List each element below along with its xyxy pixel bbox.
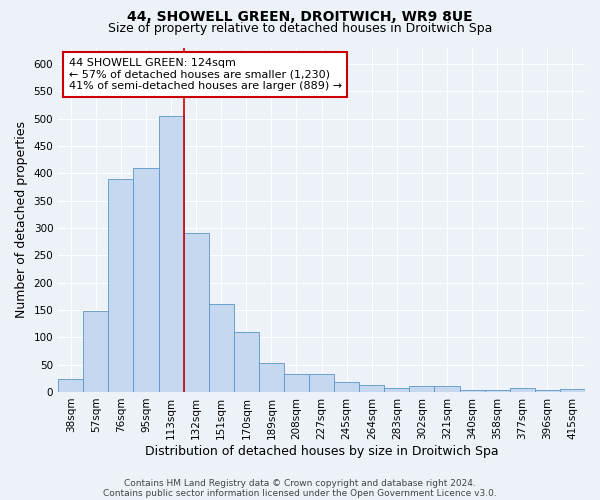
Bar <box>109 178 133 392</box>
Text: 44 SHOWELL GREEN: 124sqm
← 57% of detached houses are smaller (1,230)
41% of sem: 44 SHOWELL GREEN: 124sqm ← 57% of detach… <box>69 58 342 91</box>
Bar <box>434 386 460 392</box>
Text: Contains public sector information licensed under the Open Government Licence v3: Contains public sector information licen… <box>103 488 497 498</box>
Bar <box>460 390 485 392</box>
Text: 44, SHOWELL GREEN, DROITWICH, WR9 8UE: 44, SHOWELL GREEN, DROITWICH, WR9 8UE <box>127 10 473 24</box>
Bar <box>234 332 259 392</box>
Bar <box>259 363 284 392</box>
Bar <box>334 382 359 392</box>
Bar <box>359 386 385 392</box>
Bar <box>158 116 184 392</box>
X-axis label: Distribution of detached houses by size in Droitwich Spa: Distribution of detached houses by size … <box>145 444 499 458</box>
Bar <box>510 388 535 392</box>
Text: Contains HM Land Registry data © Crown copyright and database right 2024.: Contains HM Land Registry data © Crown c… <box>124 478 476 488</box>
Bar <box>560 389 585 392</box>
Bar <box>133 168 158 392</box>
Bar <box>385 388 409 392</box>
Bar <box>209 304 234 392</box>
Bar <box>284 374 309 392</box>
Y-axis label: Number of detached properties: Number of detached properties <box>15 121 28 318</box>
Bar <box>409 386 434 392</box>
Bar <box>58 380 83 392</box>
Bar <box>83 311 109 392</box>
Bar <box>184 234 209 392</box>
Text: Size of property relative to detached houses in Droitwich Spa: Size of property relative to detached ho… <box>108 22 492 35</box>
Bar <box>485 390 510 392</box>
Bar <box>309 374 334 392</box>
Bar <box>535 390 560 392</box>
